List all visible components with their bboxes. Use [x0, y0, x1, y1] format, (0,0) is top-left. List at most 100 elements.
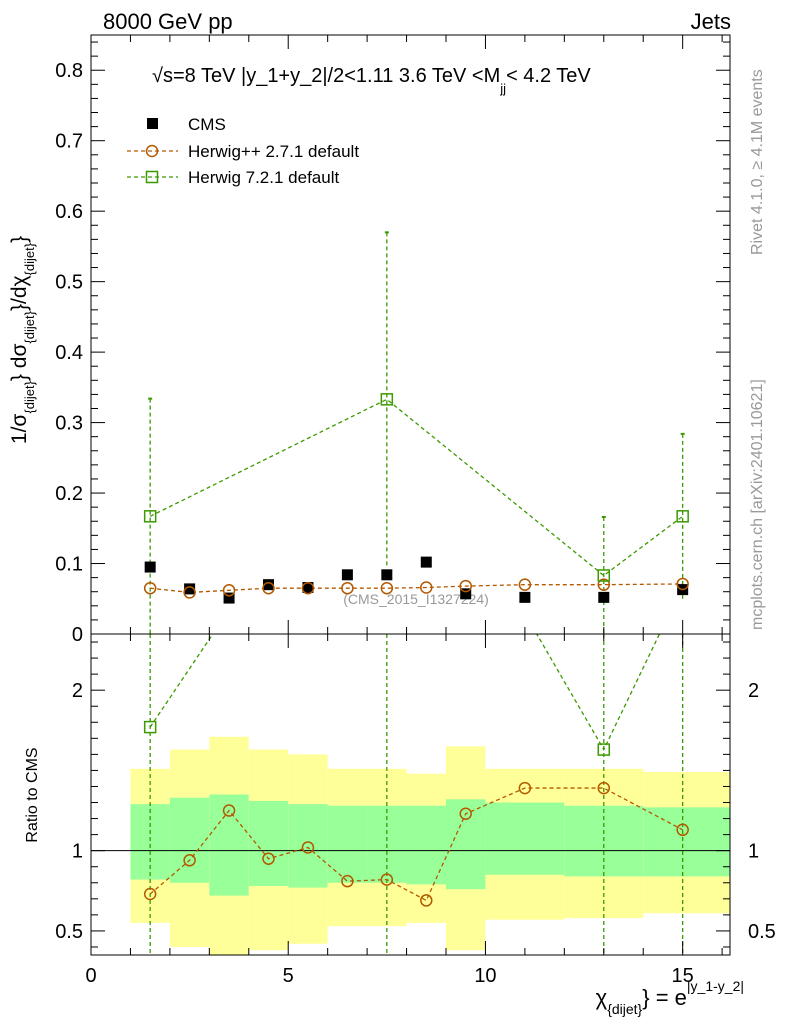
herwig271-point — [222, 584, 236, 597]
ratio-band-inner — [643, 807, 730, 877]
ratio-ytick-label-right: 0.5 — [748, 921, 776, 943]
xlabel-sup: |y_1-y_2| — [687, 978, 744, 994]
herwig271-point — [143, 581, 157, 595]
herwig721-ratio-point — [143, 720, 157, 734]
herwig271-ratio-point — [518, 781, 532, 795]
herwig271-ratio-point — [459, 807, 472, 821]
ratio-frame — [90, 633, 731, 956]
svg-text:χ{dijet}} = e|y_1-y_2|: χ{dijet}} = e|y_1-y_2| — [596, 978, 744, 1017]
herwig271-ratio-point — [262, 852, 275, 865]
cms-data-point — [598, 591, 610, 603]
ylabel-part-2: {dijet} — [22, 380, 37, 413]
ylabel-part-7: } — [8, 236, 31, 243]
herwig721-ratio-point — [597, 743, 611, 756]
main-frame — [90, 34, 731, 635]
legend-label-herwig271: Herwig++ 2.7.1 default — [188, 142, 359, 161]
svg-text:1/σ{dijet}} dσ{dijet}}/dχ{dije: 1/σ{dijet}} dσ{dijet}}/dχ{dijet}} — [8, 236, 37, 444]
watermark-label: (CMS_2015_I1327224) — [343, 591, 489, 607]
cms-data-point — [460, 588, 472, 600]
herwig271-ratio-point — [676, 823, 689, 837]
ratio-xtick-label: 15 — [672, 965, 694, 987]
herwig271-ratio-point — [183, 854, 196, 867]
ratio-xtick-label: 10 — [474, 965, 496, 987]
herwig271-point — [420, 581, 433, 594]
herwig271-point — [183, 586, 196, 599]
legend-marker-herwig271 — [145, 144, 159, 158]
ratio-ylabel: Ratio to CMS — [24, 747, 41, 842]
ratio-band-inner — [327, 805, 368, 883]
cms-data-point — [144, 561, 156, 573]
xlabel: χ{dijet}} = e|y_1-y_2| — [596, 978, 744, 1017]
ylabel-part-4: {dijet} — [22, 310, 37, 343]
herwig271-point — [380, 581, 394, 595]
xlabel-eq: } = e — [642, 985, 687, 1010]
plot-title-main: √s=8 TeV |y_1+y_2|/2<1.11 3.6 TeV <M — [152, 65, 500, 87]
side-text-rivet: Rivet 4.1.0, ≥ 4.1M events — [749, 69, 766, 255]
herwig721-ratio-line — [149, 634, 661, 751]
main-ytick-label: 0.7 — [55, 131, 83, 153]
cms-data-point — [302, 581, 314, 593]
plot-title-end: < 4.2 TeV — [506, 65, 591, 87]
svg-text:√s=8 TeV |y_1+y_2|/2<1.11 3.6: √s=8 TeV |y_1+y_2|/2<1.11 3.6 TeV <Mjj< … — [152, 65, 591, 96]
ratio-xtick-label: 0 — [85, 965, 96, 987]
ratio-ytick-label: 1 — [72, 841, 83, 863]
cms-data-point — [341, 569, 353, 581]
main-ytick-label: 0.8 — [55, 60, 83, 82]
header-right-title: Jets — [691, 9, 731, 34]
ratio-ytick-label-right: 1 — [748, 841, 759, 863]
ratio-band-inner — [248, 800, 289, 886]
main-ytick-label: 0.4 — [55, 342, 83, 364]
main-ylabel: 1/σ{dijet}} dσ{dijet}}/dχ{dijet}} — [8, 236, 37, 444]
main-ytick-label: 0.5 — [55, 272, 83, 294]
cms-data-point — [223, 592, 235, 604]
main-ytick-label: 0.1 — [55, 554, 83, 576]
header-left-title: 8000 GeV pp — [103, 9, 233, 34]
herwig271-point — [262, 581, 275, 595]
ylabel-part-1: 1/σ — [8, 414, 31, 445]
legend: CMS Herwig++ 2.7.1 default Herwig 7.2.1 … — [127, 115, 359, 187]
cms-data-point — [381, 569, 393, 581]
cms-data-point — [420, 556, 432, 568]
plot-title: √s=8 TeV |y_1+y_2|/2<1.11 3.6 TeV <Mjj< … — [152, 65, 591, 96]
ratio-band-inner — [485, 802, 565, 875]
herwig271-point — [459, 579, 472, 593]
side-text-site: mcplots.cern.ch [arXiv:2401.10621] — [749, 379, 766, 630]
herwig271-ratio-line — [149, 787, 683, 902]
herwig271-ratio-point — [341, 874, 354, 888]
main-ytick-label: 0.3 — [55, 413, 83, 435]
herwig721-point — [676, 510, 689, 523]
ylabel-part-5: }/dχ — [8, 275, 31, 311]
ratio-panel: 0.5 0.5 1 1 2 2 0 5 10 15 — [55, 633, 776, 987]
herwig721-point — [597, 569, 611, 582]
ratio-xtick-label: 5 — [283, 965, 294, 987]
ylabel-part-3: } dσ — [8, 344, 31, 382]
plot-title-sub: jj — [499, 81, 506, 96]
main-ytick-label: 0.6 — [55, 201, 83, 223]
ratio-band-inner — [406, 805, 446, 885]
herwig721-point — [380, 393, 394, 406]
main-ytick-label: 0 — [72, 624, 83, 646]
herwig271-point — [341, 581, 354, 595]
cms-data-point — [519, 591, 531, 603]
herwig271-point — [597, 578, 611, 591]
xlabel-sub: {dijet} — [607, 1001, 642, 1017]
main-ytick-label: 0.2 — [55, 483, 83, 505]
ratio-band-inner — [288, 804, 328, 888]
main-panel: 0 0.1 0.2 0.3 0.4 0.5 0.6 0.7 0.8 — [55, 34, 731, 646]
ylabel-part-6: {dijet} — [22, 242, 37, 275]
herwig271-ratio-point — [143, 887, 157, 901]
herwig271-point — [676, 577, 689, 591]
legend-marker-herwig721 — [145, 170, 159, 184]
herwig721-line — [149, 398, 684, 577]
herwig271-line — [150, 583, 683, 594]
ratio-ytick-label-right: 2 — [748, 680, 759, 702]
herwig271-ratio-point — [301, 841, 315, 854]
cms-data-point — [263, 579, 274, 591]
xlabel-main: χ — [596, 985, 608, 1010]
herwig271-ratio-point — [222, 804, 236, 817]
ratio-band-inner — [169, 797, 210, 883]
herwig271-ratio-point — [420, 894, 433, 907]
cms-data-point — [184, 583, 196, 595]
herwig271-ratio-point — [380, 873, 394, 886]
